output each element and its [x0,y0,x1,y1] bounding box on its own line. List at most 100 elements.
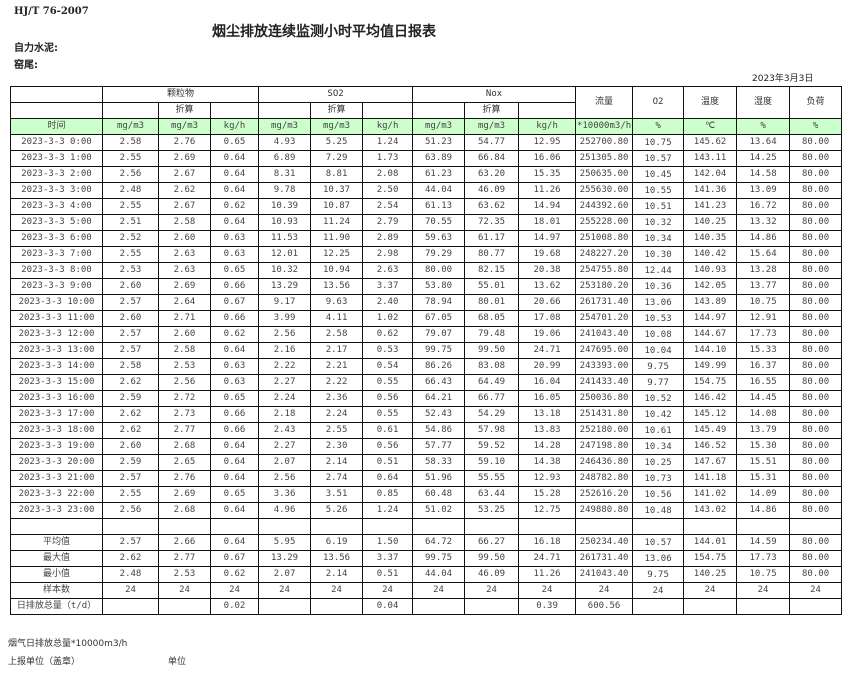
table-cell: 2.48 [102,566,159,583]
table-cell: 241043.40 [575,326,634,343]
table-cell: 80.00 [789,182,843,199]
table-cell: 10.30 [632,246,685,263]
table-cell: 2.17 [310,342,364,359]
table-cell: 16.55 [736,374,791,391]
table-cell: 14.28 [518,438,577,455]
table-cell: 79.07 [412,326,466,343]
row-label: 2023-3-3 6:00 [10,230,103,247]
table-cell: 80.00 [789,214,843,231]
table-cell: 252700.80 [575,134,634,151]
table-cell: 2.43 [258,422,312,439]
page-title: 烟尘排放连续监测小时平均值日报表 [212,24,436,40]
table-cell: 57.77 [412,438,466,455]
row-label: 2023-3-3 9:00 [10,278,103,295]
table-cell: 600.56 [575,598,634,615]
table-cell: 253180.20 [575,278,634,295]
table-cell: 13.83 [518,422,577,439]
table-cell: 2.58 [310,326,364,343]
table-cell: 0.65 [209,262,260,279]
table-row: 2023-3-3 15:00 2.62 2.56 0.63 2.27 2.22 0.55 66… [10,374,843,391]
table-cell: 80.00 [789,374,843,391]
table-cell: 2.62 [102,550,159,567]
table-cell: 44.04 [412,182,466,199]
table-cell: 141.23 [683,198,738,215]
table-cell: 2.73 [158,406,211,423]
table-cell: 2.22 [258,358,312,375]
table-cell: 140.93 [683,262,738,279]
table-cell: 2.63 [158,262,211,279]
table-cell: 9.17 [258,294,312,311]
table-cell: 2.50 [362,182,414,199]
table-cell: 0.55 [362,374,414,391]
header-so2: SO2 [258,86,414,103]
table-row: 2023-3-3 0:00 2.58 2.76 0.65 4.93 5.25 1.24 51.… [10,134,843,151]
table-cell: 2.40 [362,294,414,311]
table-cell: 0.55 [362,406,414,423]
table-cell: 2.57 [102,294,159,311]
table-cell: 59.52 [464,438,520,455]
table-cell: 2.56 [158,374,211,391]
table-cell: 3.37 [362,278,414,295]
table-cell: 0.64 [209,470,260,487]
unit-cell: mg/m3 [102,118,159,135]
table-cell [412,598,466,615]
table-cell: 66.84 [464,150,520,167]
table-cell: 83.08 [464,358,520,375]
table-cell: 0.65 [209,134,260,151]
table-cell: 2.79 [362,214,414,231]
table-cell: 1.02 [362,310,414,327]
table-cell: 5.95 [258,534,312,551]
header-row-converted: 折算 折算 折算 [10,102,842,119]
table-cell: 14.86 [736,230,791,247]
table-cell: 142.04 [683,166,738,183]
table-cell: 24 [789,582,843,599]
table-cell: 11.24 [310,214,364,231]
report-table: 颗粒物 SO2 Nox 流量 O2 温度 湿度 负荷 折算 折算 折算 时间 mg… [10,86,843,615]
table-cell: 0.66 [209,310,260,327]
table-row: 2023-3-3 8:00 2.53 2.63 0.65 10.32 10.94 2.63 8… [10,262,843,279]
table-cell: 13.32 [736,214,791,231]
row-label: 2023-3-3 8:00 [10,262,103,279]
table-cell: 13.09 [736,182,791,199]
table-cell: 1.50 [362,534,414,551]
table-cell [683,598,738,615]
table-cell: 10.51 [632,198,685,215]
table-cell: 13.62 [518,278,577,295]
table-cell: 2.62 [158,182,211,199]
table-cell: 261731.40 [575,294,634,311]
table-cell: 0.39 [518,598,577,615]
table-cell: 2.63 [362,262,414,279]
table-cell: 80.00 [789,326,843,343]
kiln-label: 窑尾: [14,60,38,71]
table-cell: 147.67 [683,454,738,471]
table-row: 2023-3-3 20:00 2.59 2.65 0.64 2.07 2.14 0.51 58… [10,454,843,471]
table-cell: 0.56 [362,390,414,407]
table-cell: 46.09 [464,566,520,583]
table-cell: 2.76 [158,134,211,151]
reporting-unit-label: 上报单位（盖章） [8,657,81,667]
table-cell: 15.28 [518,486,577,503]
table-cell: 10.34 [632,438,685,455]
table-cell: 10.53 [632,310,685,327]
table-cell: 2.58 [102,134,159,151]
row-label: 2023-3-3 11:00 [10,310,103,327]
table-cell: 2.69 [158,150,211,167]
company-label: 自力水泥: [14,43,58,54]
row-label: 2023-3-3 4:00 [10,198,103,215]
table-cell: 2.55 [102,486,159,503]
table-cell: 13.18 [518,406,577,423]
table-cell: 12.44 [632,262,685,279]
table-cell: 146.52 [683,438,738,455]
row-label: 2023-3-3 21:00 [10,470,103,487]
table-cell: 80.00 [789,454,843,471]
row-label: 2023-3-3 0:00 [10,134,103,151]
table-cell: 143.89 [683,294,738,311]
table-cell: 44.04 [412,566,466,583]
header-particulate-converted: 折算 [158,102,211,119]
table-cell: 2.36 [310,390,364,407]
table-cell: 2.53 [102,262,159,279]
row-label: 样本数 [10,582,103,599]
unit-cell: % [789,118,843,135]
table-cell: 154.75 [683,374,738,391]
header-load: 负荷 [789,86,843,119]
